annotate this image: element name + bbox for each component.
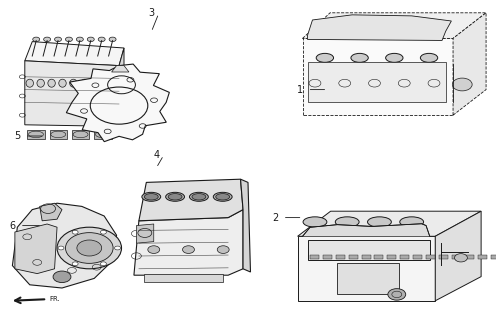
Circle shape (65, 233, 113, 263)
Ellipse shape (216, 194, 230, 200)
Bar (439, 255, 448, 259)
Ellipse shape (335, 217, 359, 227)
Polygon shape (241, 179, 250, 272)
Circle shape (72, 262, 78, 266)
Polygon shape (308, 62, 446, 102)
Ellipse shape (142, 192, 161, 201)
Circle shape (452, 78, 472, 91)
Polygon shape (134, 210, 243, 275)
Bar (491, 255, 496, 259)
Circle shape (100, 230, 106, 234)
Circle shape (55, 37, 62, 42)
Text: 6: 6 (9, 220, 15, 231)
Ellipse shape (385, 53, 403, 62)
Circle shape (183, 246, 194, 253)
Polygon shape (119, 48, 124, 126)
Circle shape (58, 246, 64, 250)
Circle shape (115, 246, 121, 250)
Polygon shape (50, 130, 67, 139)
Circle shape (148, 246, 160, 253)
Text: 1: 1 (297, 84, 303, 95)
Polygon shape (94, 130, 112, 139)
Circle shape (65, 37, 72, 42)
Bar (336, 255, 345, 259)
Circle shape (388, 289, 406, 300)
Circle shape (72, 230, 78, 234)
Ellipse shape (91, 79, 99, 87)
Ellipse shape (166, 192, 185, 201)
Bar (452, 255, 461, 259)
Text: FR.: FR. (50, 296, 61, 302)
Bar (478, 255, 487, 259)
Polygon shape (112, 66, 129, 72)
Polygon shape (308, 240, 430, 260)
Ellipse shape (37, 79, 45, 87)
Ellipse shape (144, 194, 158, 200)
Ellipse shape (303, 217, 327, 227)
Circle shape (33, 37, 40, 42)
Ellipse shape (80, 79, 88, 87)
Bar (349, 255, 358, 259)
Circle shape (109, 37, 116, 42)
Text: 3: 3 (148, 8, 154, 19)
Ellipse shape (192, 194, 206, 200)
Bar (465, 255, 474, 259)
Polygon shape (435, 211, 481, 301)
Text: 2: 2 (272, 212, 278, 223)
Ellipse shape (189, 192, 208, 201)
Polygon shape (303, 13, 486, 38)
Ellipse shape (316, 53, 333, 62)
Ellipse shape (351, 53, 368, 62)
Circle shape (87, 37, 94, 42)
Ellipse shape (26, 79, 34, 87)
Circle shape (217, 246, 229, 253)
Polygon shape (25, 61, 119, 126)
Circle shape (454, 254, 467, 262)
Circle shape (77, 240, 102, 256)
Polygon shape (298, 236, 435, 301)
Bar (323, 255, 332, 259)
Text: 5: 5 (14, 131, 20, 141)
Polygon shape (25, 42, 124, 66)
Polygon shape (12, 203, 117, 288)
Polygon shape (66, 64, 169, 142)
Circle shape (98, 37, 105, 42)
Polygon shape (337, 263, 399, 294)
Text: 4: 4 (153, 150, 159, 160)
Ellipse shape (69, 79, 77, 87)
Bar (400, 255, 409, 259)
Ellipse shape (400, 217, 424, 227)
Ellipse shape (213, 192, 232, 201)
Polygon shape (15, 224, 57, 274)
Ellipse shape (48, 79, 56, 87)
Ellipse shape (168, 194, 182, 200)
Polygon shape (453, 13, 486, 115)
Polygon shape (40, 203, 62, 221)
Ellipse shape (102, 79, 110, 87)
Circle shape (57, 227, 122, 269)
Circle shape (53, 271, 71, 283)
Bar (362, 255, 371, 259)
Polygon shape (308, 15, 451, 40)
Circle shape (44, 37, 51, 42)
Polygon shape (298, 211, 481, 236)
Bar (310, 255, 319, 259)
Polygon shape (139, 179, 243, 221)
Bar (374, 255, 383, 259)
Ellipse shape (421, 53, 438, 62)
Bar (413, 255, 422, 259)
Ellipse shape (368, 217, 391, 227)
Bar (387, 255, 396, 259)
Ellipse shape (59, 79, 66, 87)
Circle shape (100, 262, 106, 266)
Polygon shape (27, 130, 45, 139)
Polygon shape (303, 224, 430, 236)
Polygon shape (144, 274, 223, 282)
Polygon shape (136, 224, 154, 243)
Bar (426, 255, 435, 259)
Polygon shape (72, 130, 89, 139)
Polygon shape (303, 38, 453, 115)
Circle shape (76, 37, 83, 42)
